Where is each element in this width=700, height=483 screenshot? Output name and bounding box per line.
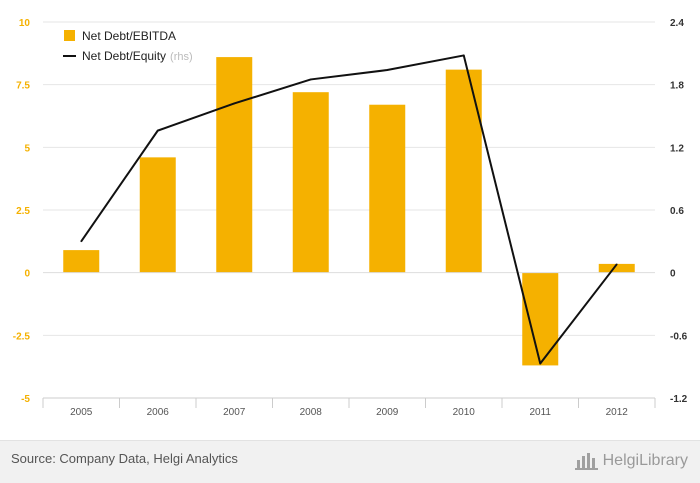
- line-point-2007: [233, 102, 236, 105]
- x-tick-label-2009: 2009: [376, 407, 399, 418]
- x-tick-label-2012: 2012: [606, 407, 629, 418]
- line-net-debt-equity: [80, 54, 618, 365]
- x-axis: 2005 2006 2007 2008 2009 2010 2011 2012: [42, 397, 656, 418]
- bar-2012: [598, 263, 635, 273]
- line-point-2005: [80, 240, 83, 243]
- legend-swatch-bar: [64, 30, 75, 41]
- brand-name: HelgiLibrary: [602, 452, 688, 469]
- y-right-tick-label: 0: [670, 269, 676, 280]
- x-tick-label-2005: 2005: [70, 407, 93, 418]
- y-right-tick-label: 1.2: [670, 143, 684, 154]
- legend-label-line-name: Net Debt/Equity: [82, 49, 166, 63]
- line-series: [80, 54, 618, 365]
- line-point-2006: [156, 129, 159, 132]
- line-point-2009: [386, 69, 389, 71]
- legend-label-line: Net Debt/Equity (rhs): [82, 49, 193, 63]
- y-right-tick-label: -0.6: [670, 331, 688, 342]
- y-left-tick-label: 2.5: [16, 206, 30, 217]
- y-left-tick-label: 5: [24, 143, 30, 154]
- x-tick-label-2006: 2006: [147, 407, 170, 418]
- bar-2010: [445, 69, 482, 273]
- grid-lines: [43, 21, 655, 399]
- line-point-2008: [309, 78, 312, 81]
- legend: Net Debt/EBITDA Net Debt/Equity (rhs): [63, 29, 193, 63]
- y-axis-left: 10 7.5 5 2.5 0 -2.5 -5: [13, 18, 31, 405]
- helgi-logo-icon: [574, 453, 598, 470]
- x-tick-label-2008: 2008: [300, 407, 323, 418]
- bar-2011: [522, 272, 559, 366]
- bar-2008: [292, 92, 329, 273]
- legend-label-bar: Net Debt/EBITDA: [82, 29, 176, 43]
- legend-label-line-suffix: (rhs): [170, 51, 193, 63]
- y-right-tick-label: 2.4: [670, 18, 684, 29]
- line-point-2012: [615, 263, 618, 266]
- y-left-tick-label: 10: [19, 18, 31, 29]
- y-left-tick-label: 7.5: [16, 81, 30, 92]
- line-point-2011: [539, 362, 542, 365]
- bar-2005: [63, 250, 100, 273]
- footer: Source: Company Data, Helgi Analytics He…: [0, 440, 700, 483]
- y-right-tick-label: 0.6: [670, 206, 684, 217]
- y-axis-right: 2.4 1.8 1.2 0.6 0 -0.6 -1.2: [670, 18, 688, 405]
- source-note: Source: Company Data, Helgi Analytics: [11, 451, 238, 466]
- x-tick-label-2010: 2010: [453, 407, 476, 418]
- y-left-tick-label: -5: [21, 394, 30, 405]
- line-point-2010: [462, 54, 465, 57]
- brand: HelgiLibrary: [574, 450, 688, 472]
- chart: 2005 2006 2007 2008 2009 2010 2011 2012 10 7.5 5 2…: [13, 18, 688, 418]
- bar-2007: [216, 57, 253, 273]
- x-tick-label-2007: 2007: [223, 407, 246, 418]
- bar-2006: [139, 157, 176, 273]
- y-left-tick-label: -2.5: [13, 331, 31, 342]
- y-right-tick-label: 1.8: [670, 81, 684, 92]
- y-right-tick-label: -1.2: [670, 394, 688, 405]
- y-left-tick-label: 0: [24, 269, 30, 280]
- bar-2009: [369, 104, 406, 273]
- x-tick-label-2011: 2011: [529, 407, 551, 418]
- bar-series: [63, 57, 635, 366]
